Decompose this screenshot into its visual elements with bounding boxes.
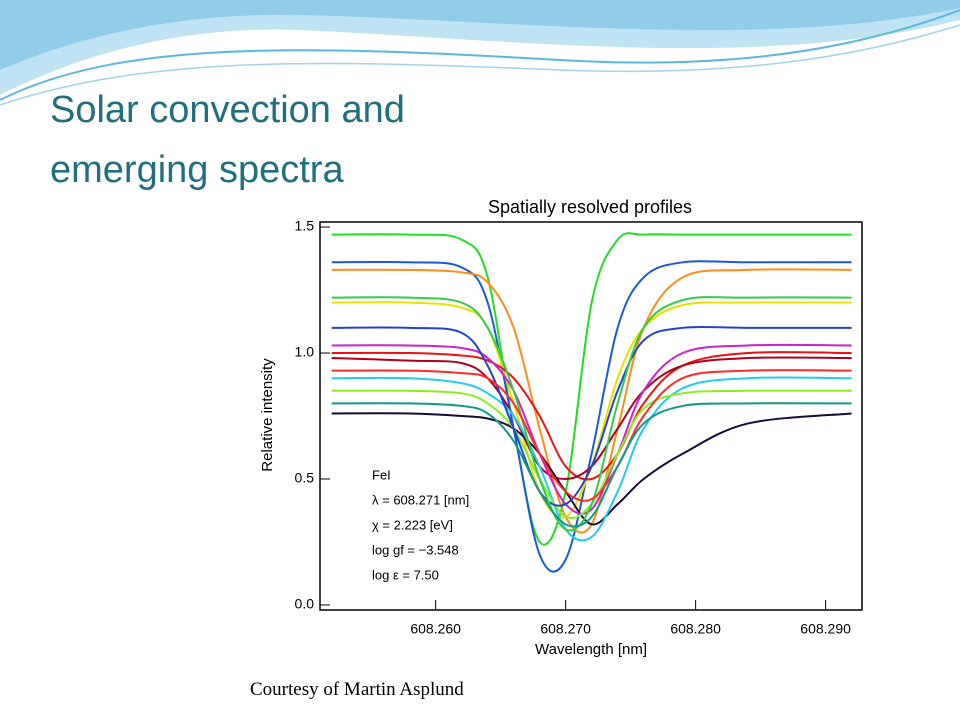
line-series — [331, 325, 852, 507]
x-tick-label: 608.280 — [670, 621, 721, 637]
y-tick-label: 1.5 — [295, 218, 315, 234]
y-tick-label: 1.0 — [295, 344, 315, 360]
line-series — [331, 376, 852, 542]
line-series — [331, 351, 852, 481]
line-series — [331, 369, 852, 502]
plot-frame — [319, 221, 863, 611]
slide-title: Solar convection and emerging spectra — [50, 89, 405, 191]
chart-title: Spatially resolved profiles — [488, 197, 692, 217]
y-tick-label: 0.5 — [295, 470, 315, 486]
annotation: FeI — [372, 467, 391, 482]
annotation: log ε = 7.50 — [372, 567, 439, 582]
x-tick-label: 608.290 — [800, 621, 851, 637]
x-tick-label: 608.270 — [540, 621, 591, 637]
line-series — [331, 389, 852, 520]
y-tick-label: 0.0 — [295, 596, 315, 612]
chart-background — [248, 185, 910, 665]
x-tick-label: 608.260 — [410, 621, 461, 637]
annotation: χ = 2.223 [eV] — [372, 517, 453, 532]
line-series — [331, 402, 852, 528]
line-series — [331, 343, 852, 515]
annotation: log gf = −3.548 — [372, 542, 459, 557]
line-series — [331, 296, 852, 532]
wave — [0, 0, 960, 70]
line-series — [331, 260, 852, 573]
line-series — [331, 356, 852, 480]
y-axis-label: Relative intensity — [259, 358, 276, 472]
caption: Courtesy of Martin Asplund — [250, 679, 464, 700]
header-waves — [0, 0, 960, 106]
line-series — [331, 268, 852, 534]
annotation: λ = 608.271 [nm] — [372, 492, 469, 507]
wave-line — [0, 24, 960, 106]
x-axis-label: Wavelength [nm] — [535, 641, 647, 658]
wave-line — [0, 9, 960, 101]
